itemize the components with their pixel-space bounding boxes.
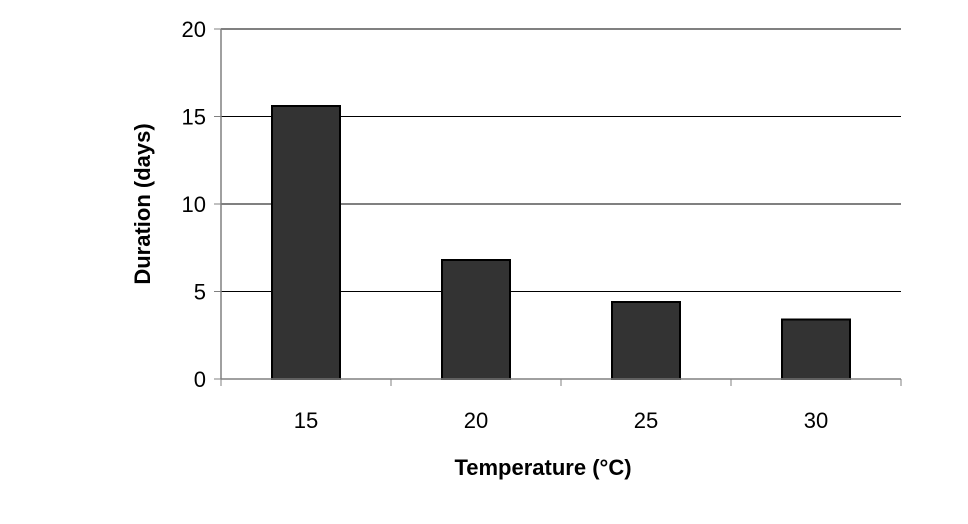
y-tick-label: 5 — [194, 280, 206, 305]
x-tick-label: 25 — [634, 408, 658, 433]
bar-15 — [271, 105, 341, 380]
y-tick-label: 20 — [182, 17, 206, 42]
x-tick-labels: 15 20 25 30 — [294, 408, 828, 433]
y-tick-label: 15 — [182, 105, 206, 130]
y-tick-label: 0 — [194, 367, 206, 392]
x-tick-label: 20 — [464, 408, 488, 433]
y-tick-label: 10 — [182, 192, 206, 217]
axes — [214, 28, 902, 386]
x-tick-label: 30 — [804, 408, 828, 433]
bar-30 — [781, 318, 851, 380]
bar-25 — [611, 301, 681, 380]
x-axis-title: Temperature (°C) — [454, 455, 631, 480]
y-tick-labels: 0 5 10 15 20 — [182, 17, 206, 392]
y-axis-title: Duration (days) — [130, 123, 155, 284]
bar-20 — [441, 259, 511, 380]
bars — [271, 105, 851, 380]
x-tick-label: 15 — [294, 408, 318, 433]
